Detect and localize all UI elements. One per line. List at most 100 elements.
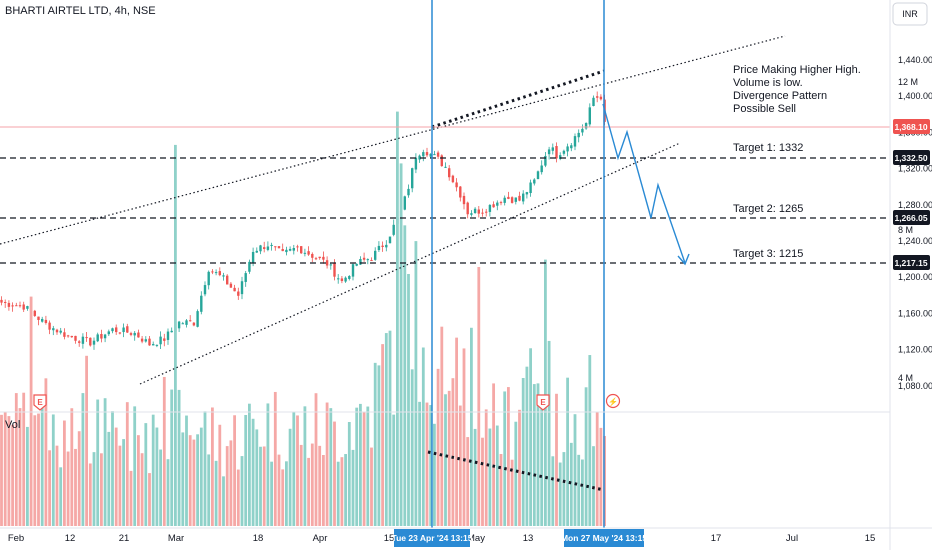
candle-body bbox=[455, 182, 458, 188]
candle-body bbox=[129, 333, 133, 335]
candle-body bbox=[314, 258, 318, 260]
volume-bar bbox=[544, 259, 547, 526]
volume-bar bbox=[151, 414, 155, 526]
projected-move bbox=[602, 103, 686, 264]
dividend-event-icon[interactable]: ⚡ bbox=[605, 393, 621, 409]
volume-bar bbox=[262, 446, 266, 526]
volume-bar bbox=[547, 340, 551, 526]
volume-bar bbox=[251, 418, 255, 526]
candle-body bbox=[525, 192, 529, 195]
volume-bar bbox=[569, 442, 573, 526]
candle-body bbox=[392, 224, 395, 235]
candle-body bbox=[81, 336, 85, 344]
candle-body bbox=[581, 128, 584, 133]
candle-body bbox=[411, 168, 414, 189]
candle-body bbox=[340, 278, 344, 282]
svg-text:Mon 27 May '24 13:15: Mon 27 May '24 13:15 bbox=[561, 533, 647, 543]
candle-body bbox=[544, 155, 547, 166]
candle-body bbox=[255, 250, 258, 253]
volume-bar bbox=[37, 413, 40, 526]
volume-bar bbox=[425, 402, 429, 526]
volume-bar bbox=[410, 369, 414, 526]
candle-body bbox=[366, 259, 369, 261]
volume-bar bbox=[40, 400, 44, 526]
candle-body bbox=[362, 257, 366, 260]
volume-bar bbox=[436, 368, 440, 526]
volume-bar bbox=[336, 461, 340, 526]
volume-bar bbox=[381, 344, 384, 526]
volume-bar bbox=[192, 439, 196, 526]
candle-body bbox=[59, 330, 62, 333]
candle-body bbox=[11, 305, 14, 307]
earnings-event-icon[interactable]: E bbox=[536, 394, 550, 411]
volume-bar bbox=[507, 387, 510, 526]
volume-bar bbox=[7, 416, 11, 526]
volume-bar bbox=[310, 443, 314, 526]
candle-body bbox=[381, 245, 384, 247]
svg-text:1,217.15: 1,217.15 bbox=[894, 258, 927, 268]
candle-body bbox=[388, 236, 392, 244]
volume-bar bbox=[329, 408, 333, 526]
candle-body bbox=[592, 97, 595, 107]
candle-body bbox=[233, 287, 236, 292]
candle-body bbox=[37, 316, 40, 320]
volume-bar bbox=[292, 412, 296, 526]
candle-body bbox=[26, 306, 29, 309]
volume-bar bbox=[229, 440, 233, 526]
time-marker-2: Mon 27 May '24 13:15 bbox=[561, 529, 647, 547]
volume-bar bbox=[140, 453, 144, 526]
volume-bar bbox=[55, 445, 59, 526]
volume-bar bbox=[277, 454, 281, 526]
currency-button[interactable]: INR bbox=[892, 2, 928, 26]
candles bbox=[0, 91, 606, 350]
volume-bar bbox=[118, 445, 122, 526]
volume-bar bbox=[444, 394, 447, 526]
volume-bar bbox=[26, 426, 29, 526]
volume-bar bbox=[433, 423, 436, 526]
volume-bar bbox=[536, 383, 540, 526]
candle-body bbox=[429, 153, 432, 157]
trendline-drawings bbox=[0, 35, 786, 492]
candle-body bbox=[529, 182, 532, 194]
candle-body bbox=[237, 291, 240, 296]
volume-bar bbox=[499, 454, 503, 526]
candle-body bbox=[374, 250, 377, 260]
candle-body bbox=[422, 152, 425, 157]
volume-bar bbox=[414, 241, 418, 526]
candle-body bbox=[248, 261, 251, 272]
volume-bar bbox=[185, 415, 188, 526]
volume-bar bbox=[29, 296, 33, 526]
candle-body bbox=[133, 332, 136, 336]
volume-bar bbox=[595, 412, 599, 526]
volume-bar bbox=[447, 390, 451, 526]
candle-body bbox=[503, 197, 506, 203]
volume-bar bbox=[384, 333, 388, 526]
earnings-event-icon[interactable]: E bbox=[33, 394, 47, 411]
price-tick-label: 1,200.00 bbox=[898, 272, 932, 282]
volume-bar bbox=[51, 414, 55, 526]
volume-bar bbox=[92, 452, 96, 526]
volume-bar bbox=[111, 411, 114, 526]
volume-bar bbox=[129, 470, 133, 526]
volume-bar bbox=[484, 409, 488, 526]
candle-body bbox=[55, 329, 59, 333]
volume-bar bbox=[303, 406, 307, 526]
volume-bar bbox=[148, 473, 151, 526]
candle-body bbox=[359, 259, 362, 265]
candle-body bbox=[263, 247, 266, 249]
time-tick-label: 15 bbox=[384, 533, 395, 544]
candle-body bbox=[536, 171, 540, 180]
volume-bar bbox=[555, 393, 558, 526]
candle-body bbox=[510, 197, 514, 203]
volume-bar bbox=[266, 403, 270, 526]
candle-body bbox=[425, 152, 429, 156]
volume-bar bbox=[577, 454, 581, 526]
candle-body bbox=[584, 123, 588, 129]
candle-body bbox=[33, 310, 36, 316]
volume-bar bbox=[592, 446, 595, 526]
candle-body bbox=[52, 328, 55, 331]
candle-body bbox=[244, 273, 247, 282]
volume-bar bbox=[532, 384, 536, 526]
volume-bar bbox=[11, 424, 14, 526]
